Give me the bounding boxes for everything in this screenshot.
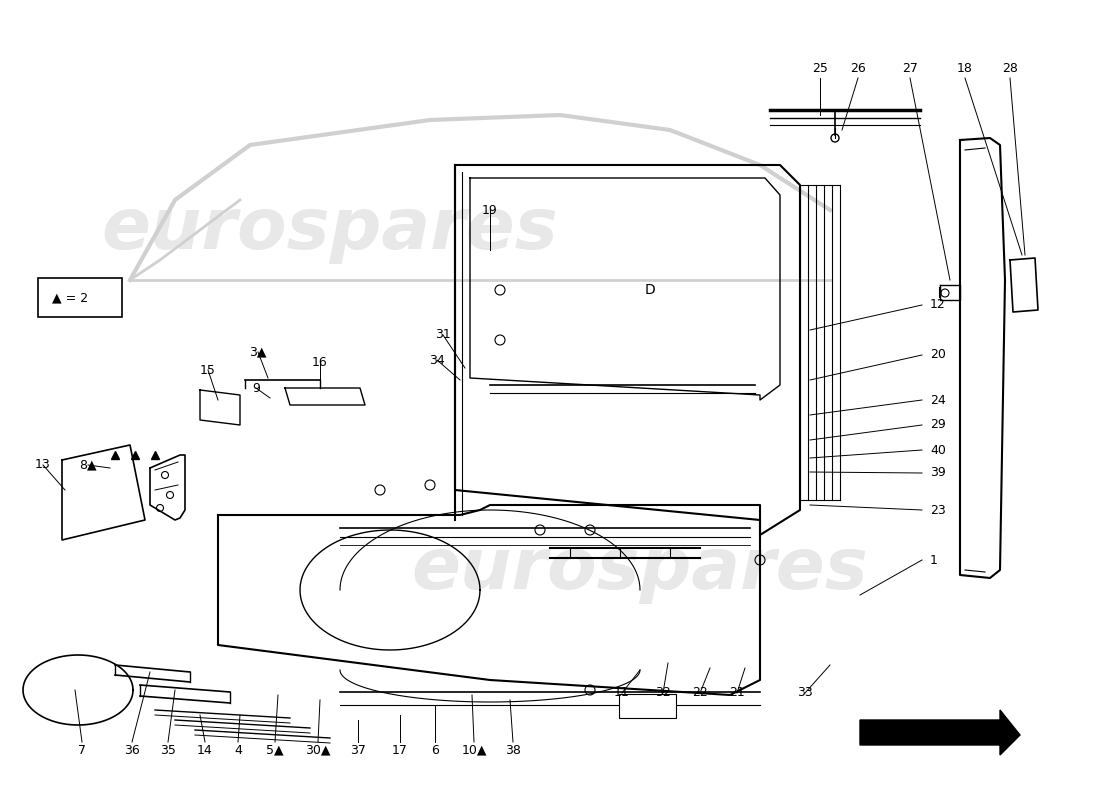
Text: 1: 1 xyxy=(930,554,938,566)
Text: 30▲: 30▲ xyxy=(306,743,331,757)
Text: 26: 26 xyxy=(850,62,866,74)
Text: 14: 14 xyxy=(197,743,213,757)
Text: 11: 11 xyxy=(614,686,630,699)
Text: 5▲: 5▲ xyxy=(266,743,284,757)
Text: 37: 37 xyxy=(350,743,366,757)
Text: 18: 18 xyxy=(957,62,972,74)
Text: 19: 19 xyxy=(482,203,498,217)
FancyBboxPatch shape xyxy=(39,278,122,317)
FancyBboxPatch shape xyxy=(619,694,676,718)
Text: 15: 15 xyxy=(200,363,216,377)
Polygon shape xyxy=(860,710,1020,755)
Text: 4: 4 xyxy=(234,743,242,757)
Text: 16: 16 xyxy=(312,355,328,369)
Text: 33: 33 xyxy=(798,686,813,699)
Text: 35: 35 xyxy=(161,743,176,757)
Text: 7: 7 xyxy=(78,743,86,757)
Text: 3▲: 3▲ xyxy=(250,346,266,358)
Text: 28: 28 xyxy=(1002,62,1018,74)
Text: 27: 27 xyxy=(902,62,917,74)
Text: D: D xyxy=(645,283,656,297)
Text: 23: 23 xyxy=(930,503,946,517)
Text: 24: 24 xyxy=(930,394,946,406)
Text: eurospares: eurospares xyxy=(101,195,559,265)
Text: 20: 20 xyxy=(930,349,946,362)
Text: 32: 32 xyxy=(656,686,671,699)
Text: 31: 31 xyxy=(436,329,451,342)
Text: 22: 22 xyxy=(692,686,708,699)
Text: eurospares: eurospares xyxy=(411,535,868,605)
Text: 12: 12 xyxy=(930,298,946,311)
Text: 38: 38 xyxy=(505,743,521,757)
Text: 13: 13 xyxy=(35,458,51,471)
Text: 34: 34 xyxy=(429,354,444,366)
Text: 9: 9 xyxy=(252,382,260,394)
Text: 6: 6 xyxy=(431,743,439,757)
Text: 36: 36 xyxy=(124,743,140,757)
Text: 39: 39 xyxy=(930,466,946,479)
Text: 8▲: 8▲ xyxy=(79,458,97,471)
Text: 10▲: 10▲ xyxy=(461,743,486,757)
Text: 29: 29 xyxy=(930,418,946,431)
Text: 25: 25 xyxy=(812,62,828,74)
Text: ▲ = 2: ▲ = 2 xyxy=(52,291,88,305)
Text: 40: 40 xyxy=(930,443,946,457)
Text: 17: 17 xyxy=(392,743,408,757)
Text: 21: 21 xyxy=(729,686,745,699)
